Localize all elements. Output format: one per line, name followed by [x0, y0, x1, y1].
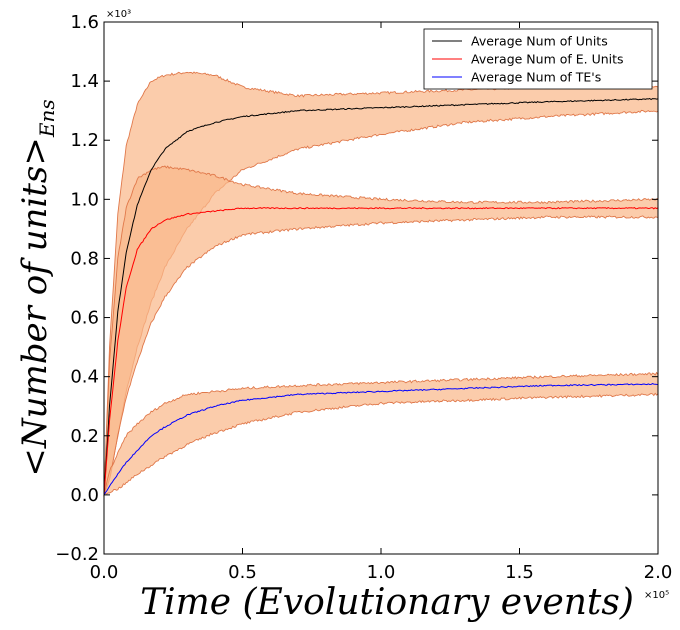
x-tick-label: 2.0: [644, 562, 673, 583]
y-axis-title-group: <Number of units>Ens: [15, 99, 59, 476]
x-tick-label: 0.5: [228, 562, 257, 583]
series-line-1: [103, 97, 659, 495]
confidence-band-3: [103, 371, 659, 497]
legend-label-2: Average Num of E. Units: [471, 52, 624, 67]
y-tick-label: 1.2: [70, 130, 99, 151]
x-axis-exponent: ×10⁵: [644, 590, 669, 601]
x-tick-label: 1.0: [367, 562, 396, 583]
y-tick-label: 1.4: [70, 71, 99, 92]
x-tick-label: 0.0: [90, 562, 119, 583]
y-tick-label: 0.6: [70, 308, 99, 329]
legend: Average Num of Units Average Num of E. Un…: [423, 28, 653, 90]
series-lines: [103, 97, 659, 496]
y-axis-exponent: ×10³: [106, 9, 131, 20]
legend-label-3: Average Num of TE's: [471, 70, 601, 85]
legend-label-1: Average Num of Units: [471, 34, 608, 49]
axis-ticks: 0.0 0.5 1.0 1.5 2.0−0.20.00.20.40.60.81.01.2…: [55, 12, 672, 583]
y-tick-label: 0.2: [70, 426, 99, 447]
y-tick-label: 1.0: [70, 189, 99, 210]
y-tick-label: 0.8: [70, 248, 99, 269]
confidence-band-2: [103, 165, 659, 496]
x-tick-label: 1.5: [505, 562, 534, 583]
y-axis-title: <Number of units>Ens: [15, 99, 59, 476]
series-line-3: [103, 383, 659, 496]
y-tick-label: 1.6: [70, 12, 99, 33]
y-tick-label: 0.4: [70, 367, 99, 388]
y-axis-title-main: <Number of units>: [15, 137, 55, 476]
y-tick-label: −0.2: [55, 544, 99, 565]
y-tick-label: 0.0: [70, 485, 99, 506]
y-axis-title-subscript: Ens: [35, 99, 59, 138]
x-axis-title: Time (Evolutionary events): [140, 582, 634, 623]
series-line-2: [103, 206, 659, 495]
confidence-bands: [103, 71, 659, 497]
